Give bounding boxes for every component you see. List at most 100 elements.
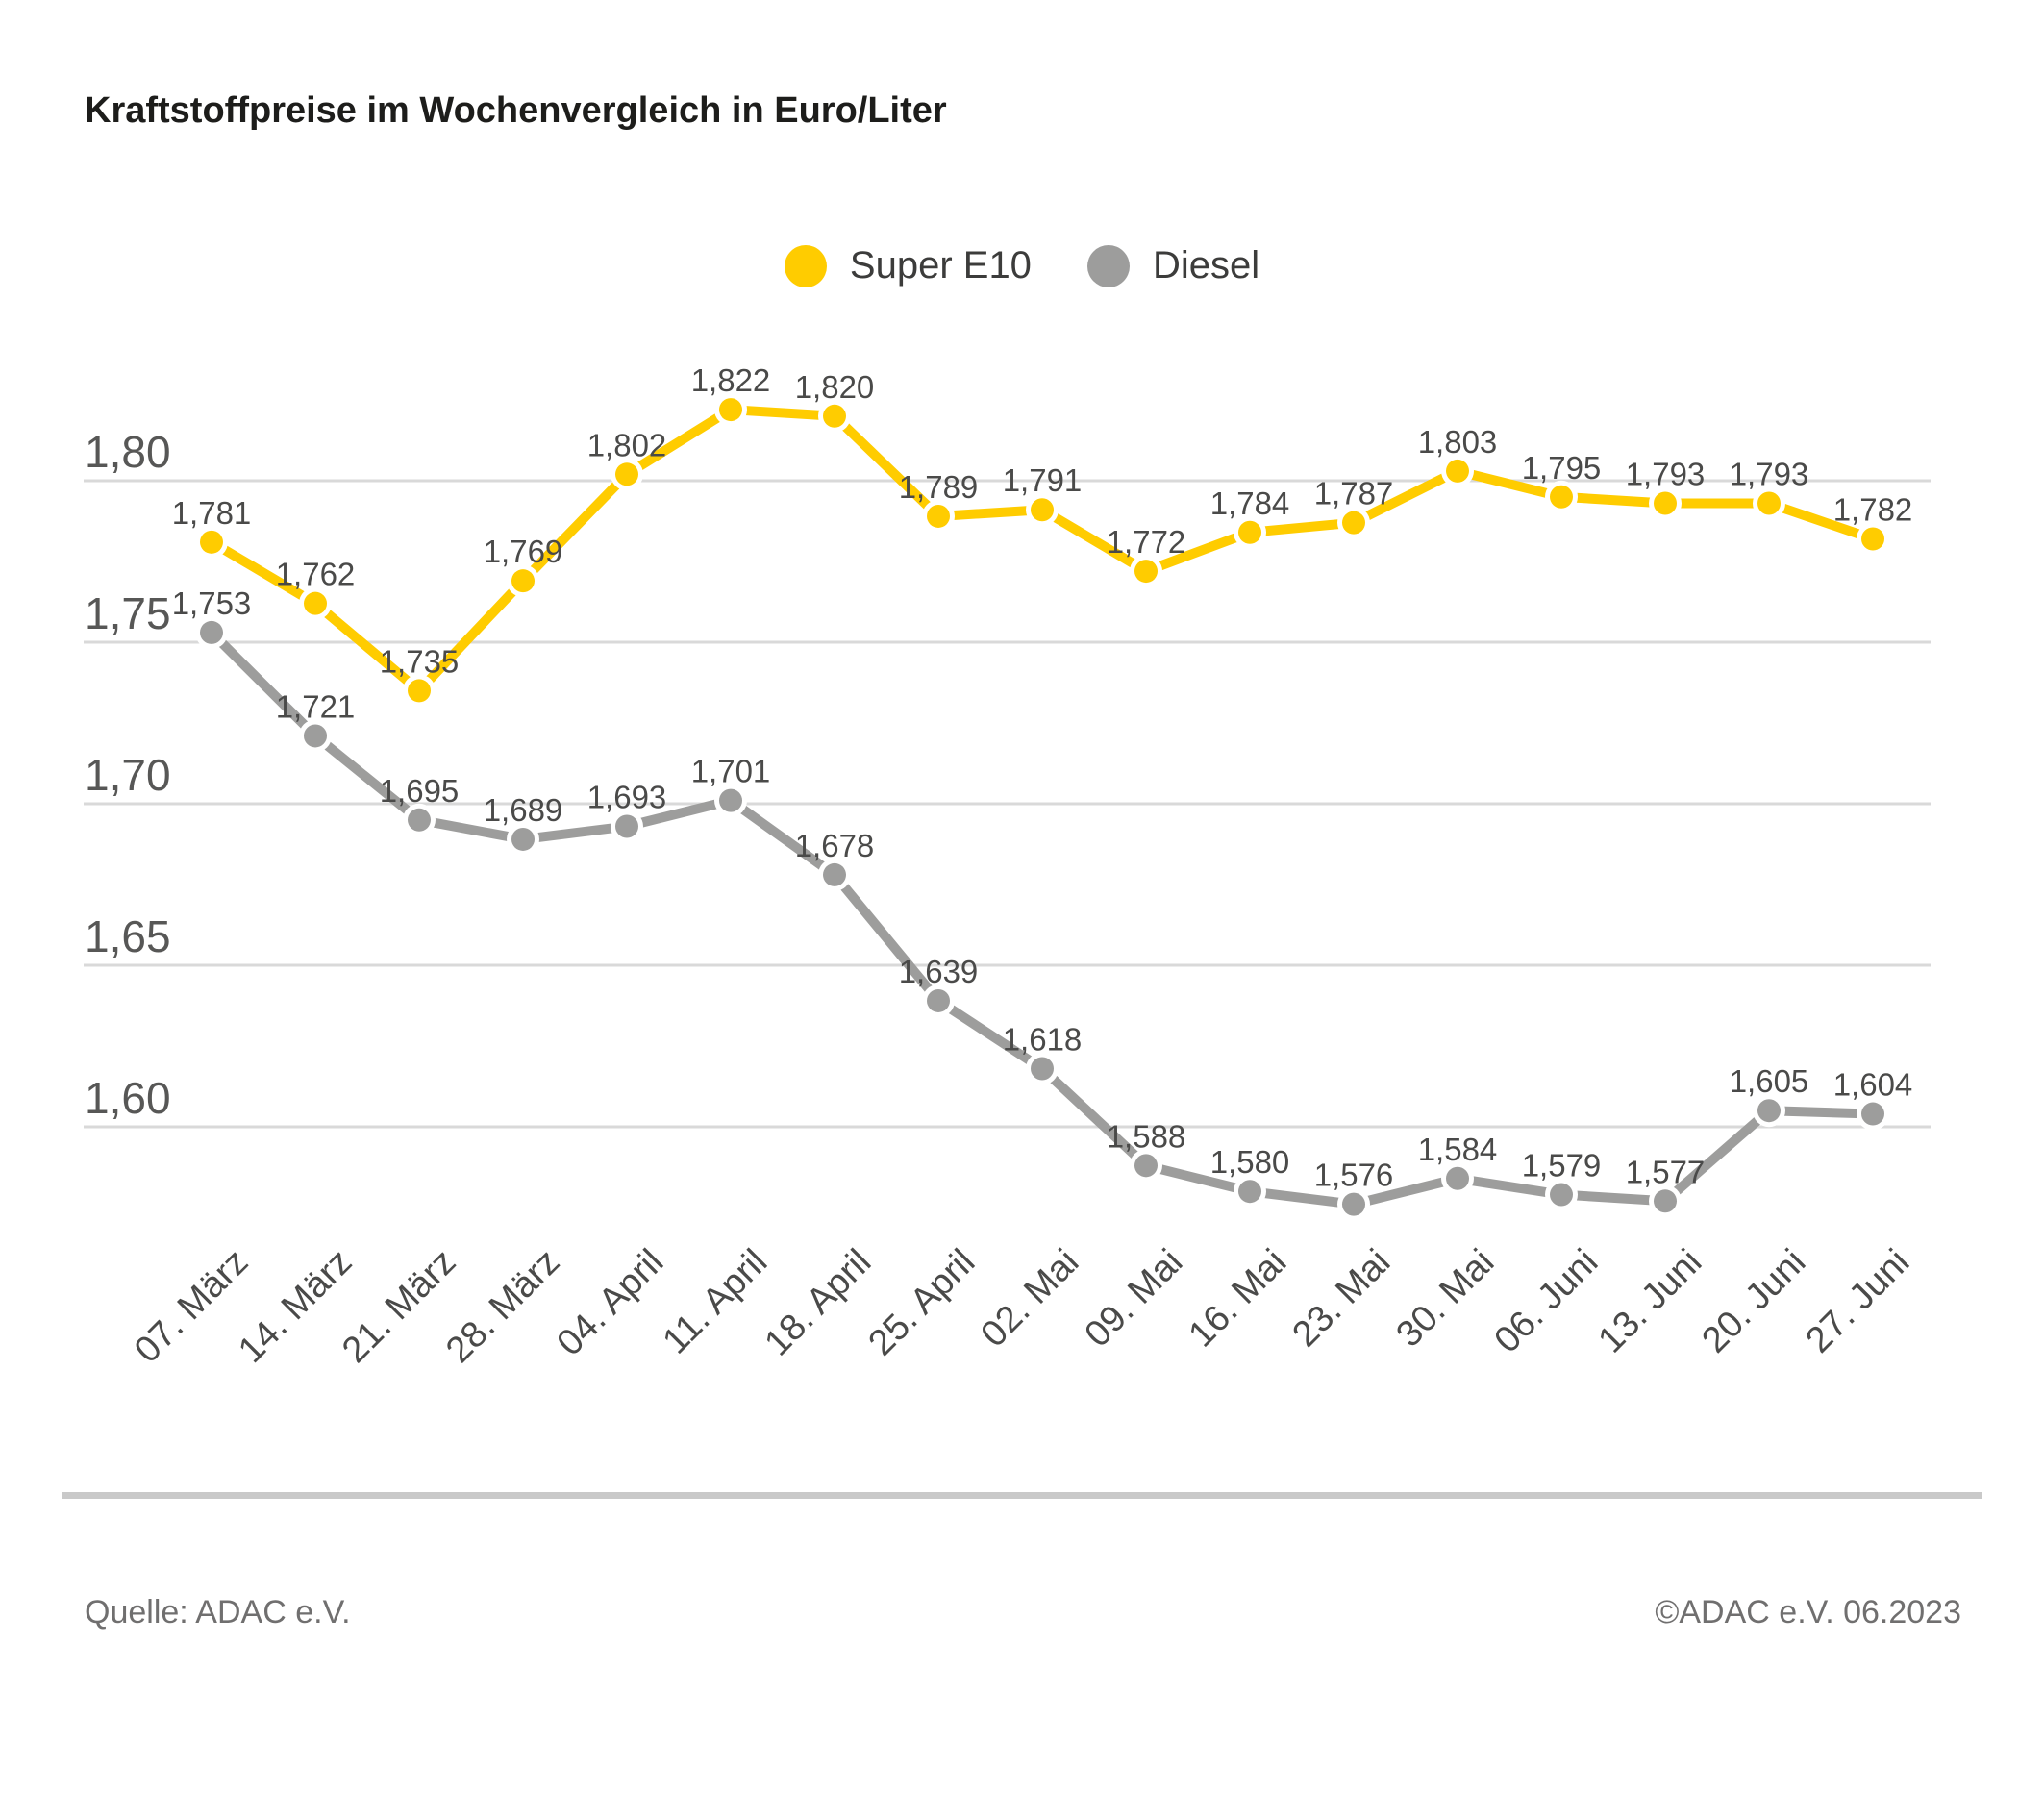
series-line: [209, 404, 1875, 698]
series-line: [208, 629, 1874, 1209]
data-point-label: 1,689: [484, 792, 563, 828]
data-point-label: 1,753: [172, 586, 252, 621]
x-tick-label: 02. Mai: [974, 1242, 1087, 1356]
data-point-marker: [1134, 560, 1158, 584]
x-tick-label: 07. März: [127, 1242, 256, 1371]
data-point-marker: [511, 569, 535, 593]
legend-marker-icon: [784, 244, 827, 287]
data-point-label: 1,802: [587, 427, 667, 462]
data-point-marker: [1446, 1166, 1469, 1190]
data-point-label: 1,576: [1314, 1158, 1394, 1193]
data-point-marker: [1446, 459, 1469, 483]
data-point-marker: [1757, 491, 1781, 515]
source-note: Quelle: ADAC e.V.: [85, 1594, 351, 1631]
x-tick-label: 13. Juni: [1591, 1242, 1710, 1361]
data-point-label: 1,789: [899, 469, 979, 505]
data-point-label: 1,580: [1210, 1144, 1290, 1180]
footer-divider: [62, 1492, 1982, 1499]
chart-title: Kraftstoffpreise im Wochenvergleich in E…: [85, 90, 947, 131]
data-point-marker: [1757, 1099, 1781, 1123]
legend-item-diesel: Diesel: [1086, 244, 1260, 287]
x-tick-label: 30. Mai: [1389, 1242, 1503, 1356]
x-tick-label: 28. März: [438, 1242, 567, 1371]
data-point-label: 1,639: [899, 954, 979, 989]
data-point-marker: [1134, 1154, 1158, 1178]
data-point-marker: [719, 788, 742, 812]
data-point-label: 1,605: [1730, 1063, 1809, 1099]
x-tick-label: 09. Mai: [1078, 1242, 1191, 1356]
y-axis-labels: 1,80 1,75 1,70 1,65 1,60: [85, 427, 171, 1123]
data-point-label: 1,695: [380, 773, 460, 809]
y-tick-label: 1,80: [85, 427, 171, 477]
data-point-label: 1,577: [1626, 1154, 1706, 1189]
data-point-marker: [1550, 485, 1573, 509]
data-point-label: 1,769: [484, 534, 563, 569]
data-labels-super-e10: 1,781 1,762 1,735 1,769 1,802 1,822 1,820 1,789…: [172, 362, 1913, 679]
x-tick-label: 23. Mai: [1285, 1242, 1399, 1356]
data-point-marker: [200, 530, 223, 554]
data-point-label: 1,701: [691, 754, 771, 789]
data-point-label: 1,604: [1833, 1067, 1913, 1103]
y-tick-label: 1,75: [85, 588, 171, 638]
data-point-label: 1,762: [276, 557, 356, 592]
data-point-marker: [1861, 527, 1884, 551]
legend-marker-icon: [1086, 244, 1130, 287]
data-point-marker: [719, 398, 742, 422]
data-point-label: 1,579: [1522, 1148, 1602, 1184]
data-point-marker: [1031, 1057, 1054, 1081]
data-point-label: 1,678: [795, 828, 875, 863]
data-point-marker: [1861, 1102, 1884, 1126]
series-diesel: 1,753 1,721 1,695 1,689 1,693 1,701 1,678 1,639…: [172, 586, 1913, 1221]
data-point-marker: [408, 679, 431, 703]
data-point-label: 1,784: [1210, 486, 1290, 521]
data-point-label: 1,781: [172, 495, 252, 531]
data-point-label: 1,693: [587, 780, 667, 815]
data-point-label: 1,793: [1730, 457, 1809, 492]
x-tick-label: 11. April: [656, 1242, 776, 1362]
data-point-marker: [1342, 1192, 1365, 1216]
legend-item-super-e10: Super E10: [784, 244, 1032, 287]
data-point-label: 1,584: [1418, 1132, 1498, 1167]
data-point-label: 1,782: [1833, 491, 1913, 527]
gridlines: [84, 479, 1931, 1129]
legend-label: Diesel: [1152, 244, 1260, 287]
data-point-marker: [1550, 1183, 1573, 1207]
data-point-label: 1,772: [1107, 524, 1186, 560]
data-point-label: 1,820: [795, 369, 875, 405]
data-point-marker: [1654, 491, 1677, 515]
x-tick-label: 25. April: [861, 1242, 984, 1364]
y-tick-label: 1,65: [85, 911, 171, 961]
data-point-marker: [615, 462, 638, 486]
data-point-label: 1,822: [691, 362, 771, 398]
data-point-label: 1,588: [1107, 1118, 1186, 1154]
x-tick-label: 16. Mai: [1182, 1242, 1295, 1356]
data-point-marker: [1342, 511, 1365, 535]
copyright-note: ©ADAC e.V. 06.2023: [1655, 1594, 1961, 1631]
data-point-label: 1,795: [1522, 450, 1602, 486]
data-point-marker: [927, 988, 950, 1012]
x-tick-label: 27. Juni: [1799, 1242, 1918, 1361]
y-tick-label: 1,60: [85, 1073, 171, 1123]
data-point-label: 1,735: [380, 643, 460, 679]
data-point-marker: [927, 504, 950, 528]
x-tick-label: 20. Juni: [1695, 1242, 1814, 1361]
data-point-label: 1,791: [1003, 462, 1083, 498]
chart-legend: Super E10 Diesel: [0, 244, 2044, 287]
x-tick-label: 06. Juni: [1487, 1242, 1607, 1361]
x-tick-label: 14. März: [231, 1242, 360, 1371]
x-tick-label: 21. März: [335, 1242, 463, 1371]
data-point-marker: [1031, 498, 1054, 522]
x-tick-label: 04. April: [550, 1242, 672, 1364]
data-point-marker: [511, 827, 535, 851]
legend-label: Super E10: [849, 244, 1032, 287]
data-point-marker: [615, 814, 638, 838]
y-tick-label: 1,70: [85, 750, 171, 800]
data-point-label: 1,787: [1314, 476, 1394, 511]
data-point-label: 1,793: [1626, 457, 1706, 492]
data-point-marker: [200, 620, 223, 644]
data-labels-diesel: 1,753 1,721 1,695 1,689 1,693 1,701 1,678 1,639…: [172, 586, 1913, 1193]
data-point-label: 1,618: [1003, 1022, 1083, 1058]
data-point-marker: [408, 808, 431, 832]
data-point-marker: [1238, 1180, 1261, 1204]
